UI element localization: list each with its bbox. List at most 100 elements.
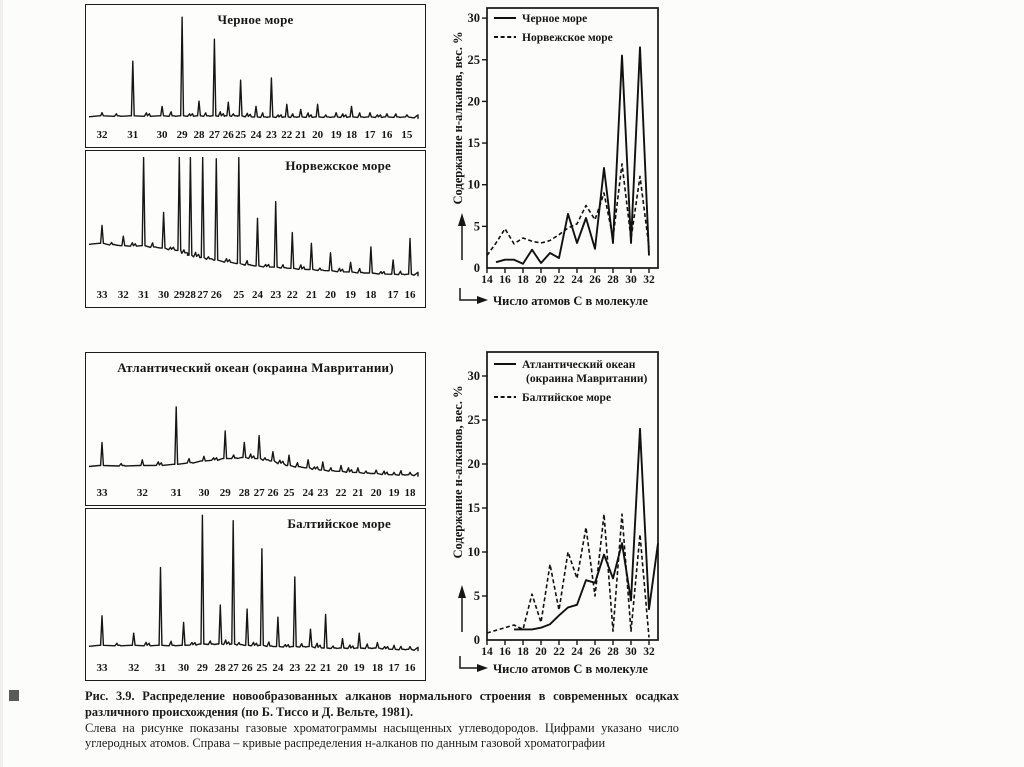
svg-text:25: 25 — [233, 289, 245, 301]
svg-text:33: 33 — [97, 289, 109, 301]
svg-text:24: 24 — [571, 646, 583, 658]
figure-caption: Рис. 3.9. Распределение новообразованных… — [85, 689, 679, 752]
svg-text:17: 17 — [364, 129, 376, 141]
svg-text:14: 14 — [481, 274, 493, 286]
svg-text:23: 23 — [289, 662, 301, 674]
svg-text:29: 29 — [174, 289, 186, 301]
svg-text:Атлантический океан: Атлантический океан — [522, 359, 636, 371]
svg-text:30: 30 — [178, 662, 190, 674]
svg-text:21: 21 — [306, 289, 317, 301]
svg-text:19: 19 — [354, 662, 366, 674]
chromatogram-trace-black-sea: 32 31 30 29 28 27 26 25 24 23 22 21 20 19 18 17 16 15 — [88, 16, 419, 141]
svg-text:21: 21 — [295, 129, 306, 141]
svg-text:31: 31 — [155, 662, 166, 674]
chromatogram-trace-norwegian-sea: 33 32 31 30 29 28 27 26 25 24 23 22 21 20 19 18 17 16 — [88, 156, 419, 301]
svg-text:29: 29 — [177, 129, 189, 141]
page-edge-shadow — [0, 0, 3, 767]
chromatogram-title-baltic-sea: Балтийское море — [287, 516, 391, 531]
svg-text:27: 27 — [197, 289, 209, 301]
svg-text:30: 30 — [625, 274, 637, 286]
svg-text:28: 28 — [239, 487, 251, 499]
svg-text:21: 21 — [352, 487, 363, 499]
svg-text:28: 28 — [215, 662, 227, 674]
chromatogram-panel-norwegian-sea: Норвежское море 33 32 31 30 29 28 27 26 25 24 23 22… — [85, 150, 426, 308]
svg-text:25: 25 — [235, 129, 247, 141]
svg-text:Содержание н-алканов, вес. %: Содержание н-алканов, вес. % — [451, 385, 465, 558]
svg-text:19: 19 — [331, 129, 343, 141]
chromatogram-title-norwegian-sea: Норвежское море — [285, 158, 391, 173]
svg-text:29: 29 — [220, 487, 232, 499]
svg-text:17: 17 — [388, 289, 400, 301]
chromatogram-trace-baltic-sea: 33 32 31 30 29 28 27 26 25 24 23 22 21 20 19 18 17 16 — [88, 514, 419, 674]
svg-text:24: 24 — [571, 274, 583, 286]
svg-text:22: 22 — [553, 646, 565, 658]
svg-text:16: 16 — [381, 129, 393, 141]
svg-text:0: 0 — [474, 633, 480, 647]
svg-text:28: 28 — [194, 129, 206, 141]
svg-text:23: 23 — [317, 487, 329, 499]
scan-artifact — [9, 690, 19, 701]
svg-text:20: 20 — [337, 662, 349, 674]
svg-text:25: 25 — [468, 53, 481, 67]
svg-text:Число атомов С в молекуле: Число атомов С в молекуле — [493, 294, 648, 308]
svg-text:19: 19 — [345, 289, 357, 301]
svg-text:20: 20 — [535, 274, 547, 286]
svg-text:20: 20 — [371, 487, 383, 499]
figure-caption-text: Слева на рисунке показаны газовые хромат… — [85, 720, 679, 751]
line-chart-atlantic-vs-baltic: 0 5 10 15 20 25 30 14 16 18 20 22 24 26 28 30 32 Атлантич… — [451, 351, 659, 676]
svg-text:15: 15 — [401, 129, 413, 141]
svg-text:16: 16 — [499, 646, 511, 658]
svg-text:20: 20 — [468, 94, 481, 108]
svg-text:22: 22 — [553, 274, 565, 286]
svg-text:22: 22 — [305, 662, 317, 674]
svg-text:20: 20 — [535, 646, 547, 658]
svg-text:31: 31 — [138, 289, 149, 301]
svg-text:26: 26 — [267, 487, 279, 499]
svg-text:0: 0 — [474, 261, 480, 275]
svg-text:26: 26 — [589, 646, 601, 658]
svg-text:27: 27 — [254, 487, 266, 499]
chromatogram-panel-black-sea: Черное море 32 31 30 29 28 27 26 25 24 23 22 21 20 19… — [85, 4, 426, 148]
svg-text:25: 25 — [468, 413, 481, 427]
svg-text:18: 18 — [405, 487, 417, 499]
svg-text:20: 20 — [325, 289, 337, 301]
svg-text:30: 30 — [468, 369, 481, 383]
svg-text:26: 26 — [242, 662, 254, 674]
svg-text:25: 25 — [256, 662, 268, 674]
svg-text:26: 26 — [589, 274, 601, 286]
svg-text:31: 31 — [171, 487, 182, 499]
svg-text:17: 17 — [388, 662, 400, 674]
svg-text:32: 32 — [137, 487, 149, 499]
svg-text:Черное море: Черное море — [522, 13, 587, 25]
svg-text:33: 33 — [97, 487, 109, 499]
svg-text:16: 16 — [405, 289, 417, 301]
svg-text:22: 22 — [281, 129, 293, 141]
svg-text:22: 22 — [287, 289, 299, 301]
svg-text:18: 18 — [346, 129, 358, 141]
svg-text:32: 32 — [643, 646, 655, 658]
svg-text:10: 10 — [468, 545, 481, 559]
svg-text:28: 28 — [185, 289, 197, 301]
svg-text:25: 25 — [283, 487, 295, 499]
chromatogram-title-black-sea: Черное море — [217, 12, 294, 27]
svg-text:33: 33 — [97, 662, 109, 674]
svg-text:22: 22 — [336, 487, 348, 499]
svg-text:30: 30 — [157, 129, 169, 141]
svg-text:23: 23 — [266, 129, 278, 141]
svg-text:Число атомов С в молекуле: Число атомов С в молекуле — [493, 662, 648, 676]
svg-text:30: 30 — [468, 11, 481, 25]
svg-text:18: 18 — [365, 289, 377, 301]
line-chart-black-vs-norwegian: 0 5 10 15 20 25 30 14 16 18 20 22 24 26 28 30 32 Черное м… — [451, 7, 659, 308]
chromatogram-panel-baltic-sea: Балтийское море 33 32 31 30 29 28 27 26 25 24 23 22… — [85, 508, 426, 681]
svg-text:30: 30 — [625, 646, 637, 658]
svg-text:23: 23 — [270, 289, 282, 301]
svg-text:19: 19 — [388, 487, 400, 499]
svg-text:24: 24 — [272, 662, 284, 674]
svg-text:30: 30 — [158, 289, 170, 301]
svg-text:5: 5 — [474, 589, 480, 603]
svg-text:10: 10 — [468, 178, 481, 192]
svg-text:24: 24 — [303, 487, 315, 499]
svg-text:Балтийское море: Балтийское море — [522, 392, 611, 404]
svg-text:29: 29 — [197, 662, 209, 674]
